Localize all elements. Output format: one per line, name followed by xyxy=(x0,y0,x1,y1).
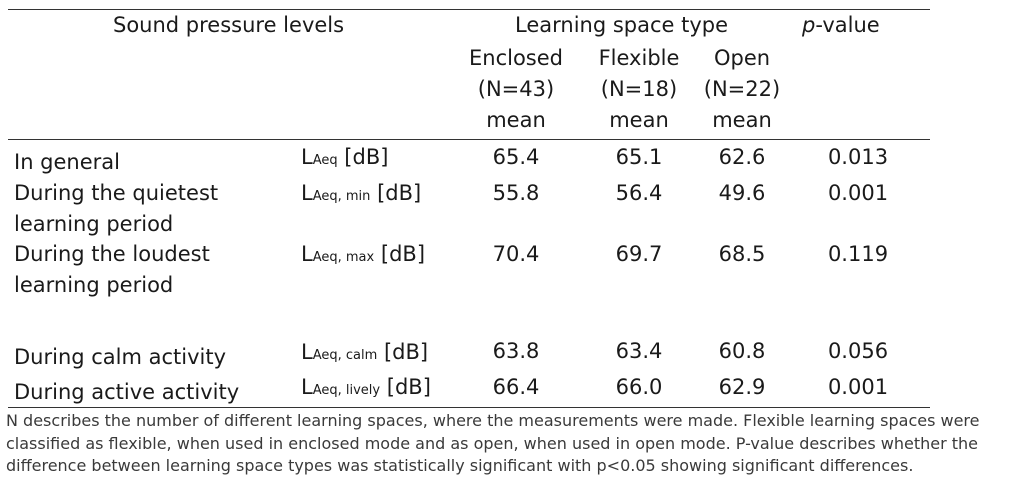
row-label: During calm activity xyxy=(14,345,227,369)
cell-p-value: 0.001 xyxy=(827,375,889,399)
footnote-line: N describes the number of different lear… xyxy=(6,411,980,430)
cell-p-value: 0.056 xyxy=(827,339,889,363)
row-measure: LAeq, lively [dB] xyxy=(301,375,431,399)
row-measure: LAeq [dB] xyxy=(301,145,389,169)
header-space-type: Learning space type xyxy=(515,13,729,37)
cell-flexible: 69.7 xyxy=(615,242,663,266)
cell-flexible: 63.4 xyxy=(615,339,663,363)
header-rule xyxy=(8,139,930,140)
cell-p-value: 0.119 xyxy=(827,242,889,266)
cell-open: 68.5 xyxy=(718,242,766,266)
cell-enclosed: 70.4 xyxy=(492,242,540,266)
cell-open: 62.9 xyxy=(718,375,766,399)
cell-open: 62.6 xyxy=(718,145,766,169)
cell-flexible: 66.0 xyxy=(615,375,663,399)
cell-enclosed: 66.4 xyxy=(492,375,540,399)
header-p-value: p-value xyxy=(802,13,880,37)
cell-open: 60.8 xyxy=(718,339,766,363)
footnote-line: difference between learning space types … xyxy=(6,456,914,475)
header-sound-levels: Sound pressure levels xyxy=(113,13,345,37)
cell-p-value: 0.013 xyxy=(827,145,889,169)
header-col-open: Open (N=22) mean xyxy=(703,46,781,132)
cell-enclosed: 63.8 xyxy=(492,339,540,363)
cell-enclosed: 55.8 xyxy=(492,181,540,205)
cell-flexible: 65.1 xyxy=(615,145,663,169)
cell-enclosed: 65.4 xyxy=(492,145,540,169)
header-col-flexible: Flexible (N=18) mean xyxy=(598,46,680,132)
top-rule xyxy=(8,9,930,10)
table-footnote: N describes the number of different lear… xyxy=(6,410,1022,478)
cell-flexible: 56.4 xyxy=(615,181,663,205)
row-measure: LAeq, min [dB] xyxy=(301,181,422,205)
row-label: In general xyxy=(14,150,120,174)
footnote-line: classified as flexible, when used in enc… xyxy=(6,433,979,453)
row-label: During active activity xyxy=(14,380,240,404)
header-col-enclosed: Enclosed (N=43) mean xyxy=(469,46,563,132)
cell-p-value: 0.001 xyxy=(827,181,889,205)
row-measure: LAeq, calm [dB] xyxy=(301,340,429,364)
row-measure: LAeq, max [dB] xyxy=(301,242,426,266)
cell-open: 49.6 xyxy=(718,181,766,205)
row-label: During the loudest learning period xyxy=(14,242,210,297)
row-label: During the quietest learning period xyxy=(14,181,219,236)
bottom-rule xyxy=(8,407,930,408)
